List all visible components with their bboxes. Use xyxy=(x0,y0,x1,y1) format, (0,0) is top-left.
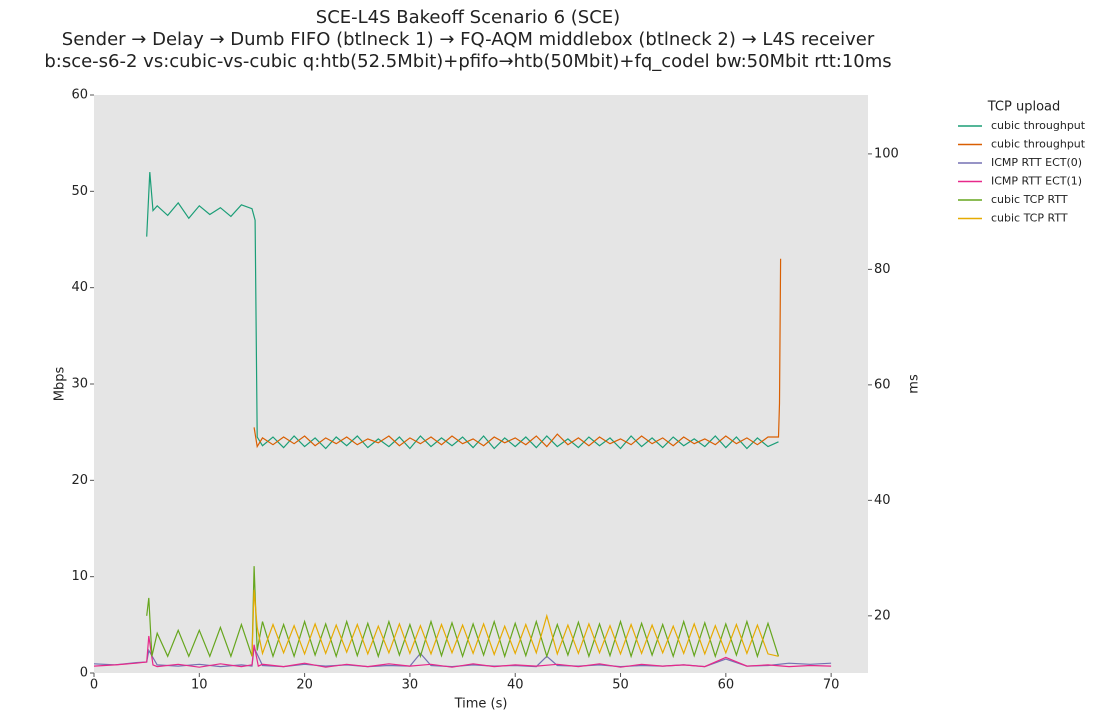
x-tick-label: 60 xyxy=(718,678,735,693)
chart-subtitle: Sender → Delay → Dumb FIFO (btlneck 1) →… xyxy=(62,29,875,50)
y2-tick-label: 80 xyxy=(874,262,891,277)
x-axis-label: Time (s) xyxy=(454,697,508,712)
legend-label: cubic throughput xyxy=(991,119,1086,132)
x-tick-label: 40 xyxy=(507,678,524,693)
x-tick-label: 30 xyxy=(402,678,419,693)
chart-title: SCE-L4S Bakeoff Scenario 6 (SCE) xyxy=(316,7,620,28)
y2-tick-label: 40 xyxy=(874,493,891,508)
legend-label: cubic TCP RTT xyxy=(991,193,1068,206)
x-tick-label: 70 xyxy=(823,678,840,693)
y2-tick-label: 100 xyxy=(874,146,899,161)
chart-subtitle: b:sce-s6-2 vs:cubic-vs-cubic q:htb(52.5M… xyxy=(44,51,891,72)
plot-area xyxy=(94,95,868,673)
y-tick-label: 50 xyxy=(71,184,88,199)
series-line xyxy=(146,172,779,450)
x-tick-label: 50 xyxy=(612,678,629,693)
y-tick-label: 10 xyxy=(71,569,88,584)
y2-tick-label: 60 xyxy=(874,377,891,392)
series-line xyxy=(146,566,780,659)
y-axis-label: Mbps xyxy=(53,367,68,402)
y-tick-label: 40 xyxy=(71,280,88,295)
series-line xyxy=(251,589,779,657)
x-tick-label: 20 xyxy=(296,678,313,693)
legend-title: TCP upload xyxy=(987,100,1061,115)
x-tick-label: 10 xyxy=(191,678,208,693)
y2-axis-label: ms xyxy=(907,374,922,394)
y2-tick-label: 20 xyxy=(874,608,891,623)
legend-label: cubic TCP RTT xyxy=(991,212,1068,225)
series-line xyxy=(253,258,782,449)
legend-label: cubic throughput xyxy=(991,138,1086,151)
legend-label: ICMP RTT ECT(0) xyxy=(991,156,1082,169)
y-tick-label: 20 xyxy=(71,473,88,488)
x-tick-label: 0 xyxy=(90,678,98,693)
series-line xyxy=(93,635,832,668)
legend-label: ICMP RTT ECT(1) xyxy=(991,175,1082,188)
y-tick-label: 30 xyxy=(71,377,88,392)
y-tick-label: 60 xyxy=(71,88,88,103)
y-tick-label: 0 xyxy=(80,666,88,681)
